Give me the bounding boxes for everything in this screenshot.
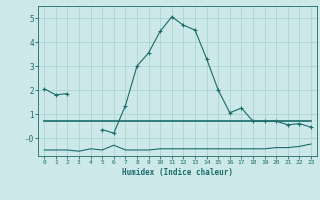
X-axis label: Humidex (Indice chaleur): Humidex (Indice chaleur) [122,168,233,177]
